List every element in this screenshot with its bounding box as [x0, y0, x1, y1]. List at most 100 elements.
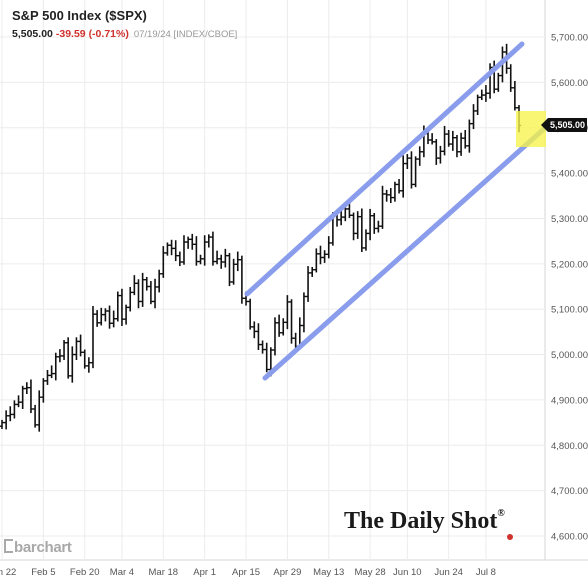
ohlc-bar: [61, 340, 67, 360]
ohlc-bar: [289, 299, 294, 344]
x-tick-label: Jul 8: [476, 567, 496, 578]
ohlc-bar: [148, 281, 154, 305]
ohlc-bar: [227, 252, 232, 287]
ohlc-bar: [405, 154, 410, 170]
ohlc-bar: [467, 119, 472, 153]
ohlc-bar: [355, 211, 360, 239]
y-tick-label: 5,000.00: [551, 350, 588, 361]
y-tick-label: 4,700.00: [551, 486, 588, 497]
channel-upper-line: [244, 41, 525, 297]
ohlc-bar: [396, 178, 402, 194]
ohlc-bar: [380, 185, 385, 229]
ohlc-bar: [12, 400, 17, 419]
barchart-logo-mark: [4, 539, 13, 553]
ohlc-bar: [400, 155, 406, 198]
ohlc-bar: [305, 266, 311, 302]
ohlc-bar: [256, 323, 261, 351]
ohlc-bar: [458, 132, 464, 156]
ohlc-bar: [281, 318, 286, 336]
daily-shot-watermark: The Daily Shot®: [344, 508, 513, 540]
x-tick-label: Apr 29: [273, 567, 301, 578]
ohlc-bar: [239, 255, 245, 304]
ohlc-bar: [463, 129, 468, 149]
ohlc-bar: [347, 202, 352, 219]
x-tick-label: May 28: [355, 567, 386, 578]
ohlc-bar: [161, 246, 166, 278]
ohlc-bar: [136, 279, 141, 309]
ohlc-bar: [247, 298, 253, 330]
ohlc-bar: [173, 240, 178, 262]
ohlc-bar: [260, 340, 265, 354]
x-tick-label: Feb 5: [31, 567, 55, 578]
ohlc-bar: [8, 406, 13, 422]
x-tick-label: Jun 24: [434, 567, 463, 578]
ohlc-bar: [152, 278, 158, 309]
ohlc-bar: [99, 307, 104, 326]
ohlc-bar: [409, 151, 414, 189]
y-tick-label: 5,100.00: [551, 305, 588, 316]
ohlc-bar: [177, 251, 183, 267]
ohlc-bar: [223, 248, 228, 268]
ohlc-bar: [181, 235, 187, 265]
ohlc-bar: [351, 212, 356, 241]
ohlc-bar: [37, 390, 42, 432]
ohlc-bar: [123, 304, 129, 325]
ohlc-bar: [185, 236, 191, 249]
ohlc-bar: [70, 346, 75, 383]
ohlc-bar: [264, 342, 269, 373]
ohlc-bar: [434, 139, 439, 165]
ohlc-bar: [53, 352, 58, 381]
ohlc-bar: [388, 188, 393, 204]
ohlc-bar: [16, 395, 21, 408]
channel-lower-line: [262, 125, 548, 381]
ohlc-bar: [231, 258, 236, 285]
ohlc-bar: [508, 64, 513, 92]
ohlc-bar: [74, 337, 79, 360]
ohlc-bar: [417, 146, 422, 166]
quote-line: 5,505.00 -39.59 (-0.71%) 07/19/24 [INDEX/C…: [12, 28, 237, 40]
ohlc-bar: [128, 286, 133, 312]
ohlc-bar: [169, 239, 174, 256]
ohlc-bar: [446, 129, 451, 147]
ohlc-bar: [471, 104, 476, 130]
ohlc-bar: [314, 248, 319, 273]
watermark-registered-mark: ®: [497, 508, 505, 519]
ohlc-bar: [384, 189, 389, 202]
last-price-tag: 5,505.00: [541, 118, 587, 132]
ohlc-bar: [438, 145, 443, 164]
ohlc-bar: [429, 133, 435, 145]
y-tick-label: 5,400.00: [551, 169, 588, 180]
ohlc-bar: [57, 349, 63, 363]
x-tick-label: Mar 18: [149, 567, 179, 578]
y-tick-label: 4,800.00: [551, 441, 588, 452]
ohlc-bar: [363, 229, 369, 251]
ohlc-bar: [252, 321, 257, 339]
ohlc-bar: [214, 250, 220, 265]
ohlc-bar: [20, 385, 25, 409]
ohlc-bar: [310, 266, 315, 277]
ohlc-bar: [301, 292, 307, 333]
x-tick-label: May 13: [313, 567, 344, 578]
ohlc-bar: [190, 233, 195, 250]
x-tick-label: Apr 15: [232, 567, 260, 578]
ohlc-bar: [206, 234, 211, 248]
ohlc-bars: [0, 43, 522, 432]
y-tick-label: 5,700.00: [551, 33, 588, 44]
y-tick-label: 4,600.00: [551, 532, 588, 543]
y-tick-label: 5,300.00: [551, 214, 588, 225]
barchart-logo-text: barchart: [14, 539, 72, 556]
watermark-text: The Daily Shot: [344, 508, 498, 534]
y-tick-label: 5,600.00: [551, 78, 588, 89]
ohlc-bar: [0, 419, 5, 429]
ohlc-bar: [119, 288, 125, 326]
ohlc-bar: [272, 317, 278, 356]
ohlc-bar: [94, 310, 100, 327]
x-tick-label: Mar 4: [110, 567, 134, 578]
ohlc-bar: [115, 291, 121, 322]
ohlc-bar: [372, 213, 377, 234]
x-tick-label: Apr 1: [193, 567, 216, 578]
y-tick-label: 5,200.00: [551, 259, 588, 270]
y-tick-label: 4,900.00: [551, 395, 588, 406]
